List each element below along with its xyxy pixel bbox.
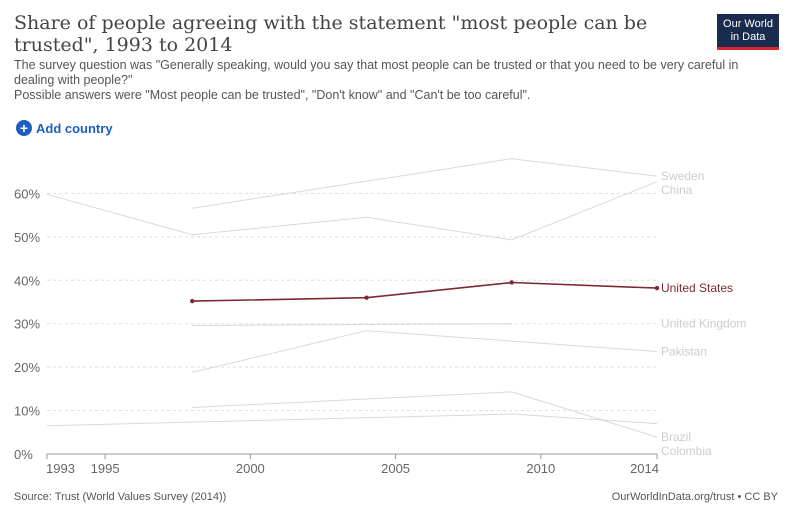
x-tick-label: 2010 [526,461,555,476]
series-line-brazil[interactable] [192,391,658,438]
plus-circle-icon: + [16,120,32,136]
series-line-china[interactable] [46,181,658,241]
y-tick-label: 40% [14,273,40,288]
subtitle-answers: Possible answers were "Most people can b… [14,88,531,102]
series-label-china[interactable]: China [661,183,693,197]
gridlines [47,192,657,412]
series-label-colombia[interactable]: Colombia [661,444,712,458]
x-tick-label: 2000 [236,461,265,476]
logo-line-2: in Data [730,31,766,43]
data-point-united-states[interactable] [364,295,369,300]
data-point-united-states[interactable] [190,298,195,304]
x-tick-label: 1993 [46,461,75,476]
chart-title: Share of people agreeing with the statem… [14,12,648,56]
x-tick-label: 2014 [630,461,659,476]
y-tick-label: 0% [14,447,33,462]
y-tick-label: 30% [14,317,40,332]
x-tick-label: 1995 [91,461,120,476]
series-line-united-kingdom[interactable] [192,323,512,326]
add-country-label: Add country [36,120,113,136]
series-label-united-states[interactable]: United States [661,281,733,295]
subtitle-question: The survey question was "Generally speak… [14,58,739,87]
data-point-united-states[interactable] [654,285,660,291]
series-line-sweden[interactable] [192,158,658,209]
series-line-united-states[interactable] [192,281,658,302]
y-tick-label: 10% [14,404,40,419]
add-country-button[interactable]: + Add country [16,120,113,136]
series-lines [46,158,660,438]
y-tick-label: 50% [14,230,40,245]
series-label-pakistan[interactable]: Pakistan [661,345,707,359]
series-line-colombia[interactable] [46,413,658,427]
credit-link[interactable]: OurWorldInData.org/trust • CC BY [611,491,778,503]
x-tick-label: 2005 [381,461,410,476]
y-tick-label: 20% [14,360,40,375]
owid-logo[interactable]: Our World in Data [717,14,779,50]
logo-line-1: Our World [723,18,773,30]
y-tick-label: 60% [14,186,40,201]
series-label-brazil[interactable]: Brazil [661,430,691,444]
series-line-pakistan[interactable] [192,330,658,373]
source-note[interactable]: Source: Trust (World Values Survey (2014… [14,491,227,503]
axes: 0% 10% 20% 30% 40% 50% 60% 1993 1995 2000 2005 2010… [14,186,659,476]
chart-subtitle: The survey question was "Generally speak… [14,58,774,103]
series-label-sweden[interactable]: Sweden [661,169,704,183]
series-label-united-kingdom[interactable]: United Kingdom [661,317,746,331]
data-point-united-states[interactable] [509,280,514,285]
